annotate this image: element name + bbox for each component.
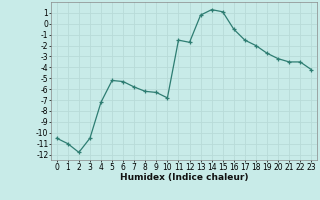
X-axis label: Humidex (Indice chaleur): Humidex (Indice chaleur) bbox=[120, 173, 248, 182]
